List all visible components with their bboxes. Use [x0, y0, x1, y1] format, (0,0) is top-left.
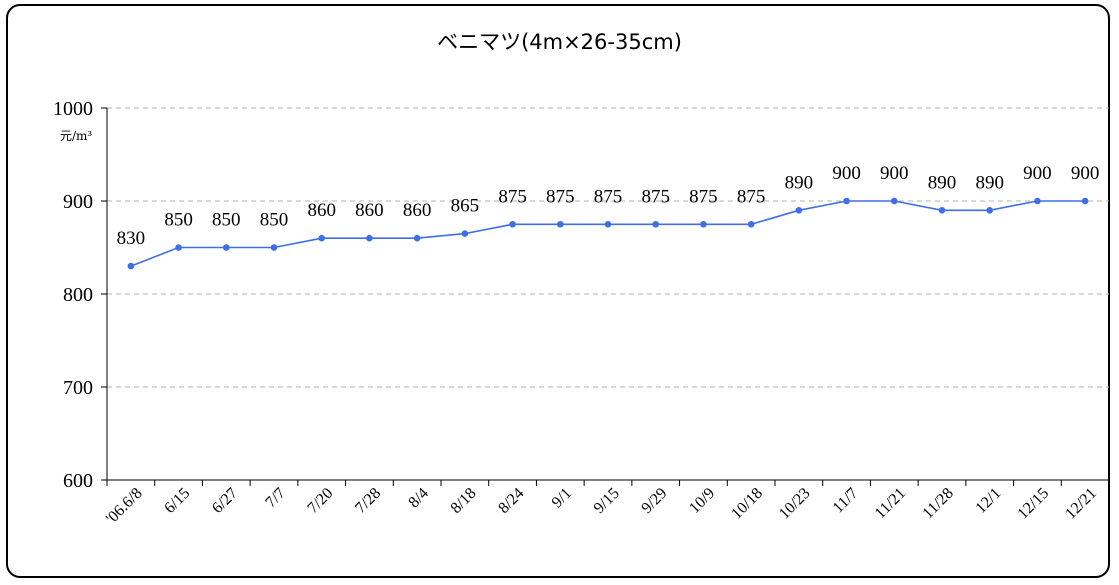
x-tick-label: 8/24 [495, 485, 527, 517]
data-label: 860 [403, 200, 432, 221]
x-tick-label: 7/7 [262, 485, 288, 511]
x-tick-label: 11/28 [919, 485, 956, 522]
data-point [795, 207, 803, 214]
data-label: 865 [451, 196, 480, 217]
data-label: 875 [498, 186, 527, 207]
data-point [556, 220, 564, 228]
data-point [986, 207, 994, 214]
data-label: 900 [1071, 163, 1100, 184]
x-tick-label: 7/28 [352, 485, 384, 517]
data-label: 875 [641, 186, 670, 207]
data-point [509, 220, 516, 228]
data-point [222, 244, 230, 251]
data-point [890, 197, 898, 205]
data-point [604, 220, 612, 228]
data-label: 860 [307, 200, 336, 221]
x-tick-label: 8/4 [405, 485, 431, 511]
x-tick-label: '06.6/8 [103, 485, 146, 528]
x-tick-label: 7/20 [304, 485, 336, 517]
chart-title: ベニマツ(4m×26-35cm) [437, 30, 682, 54]
data-label: 860 [355, 200, 384, 221]
data-label: 890 [975, 172, 1004, 193]
data-point [843, 197, 850, 205]
data-label: 875 [737, 186, 766, 207]
data-label: 875 [594, 186, 623, 207]
x-tick-label: 10/23 [776, 485, 814, 523]
data-label: 900 [880, 163, 909, 184]
data-label: 900 [1023, 163, 1052, 184]
data-point [270, 244, 278, 251]
data-point [652, 220, 660, 228]
data-point [700, 220, 707, 228]
x-tick-label: 12/15 [1014, 485, 1052, 523]
y-tick-label: 800 [63, 284, 93, 306]
data-label: 850 [212, 210, 241, 231]
data-point [366, 234, 373, 242]
x-tick-label: 9/15 [591, 485, 623, 517]
y-unit-label: 元/m³ [60, 129, 93, 143]
data-point [461, 230, 469, 237]
x-tick-label: 8/18 [448, 485, 480, 517]
data-label: 875 [689, 186, 718, 207]
data-point [1034, 197, 1041, 205]
x-tick-label: 10/9 [686, 485, 718, 517]
chart-frame [6, 4, 1110, 578]
y-tick-label: 900 [63, 191, 93, 213]
x-tick-label: 9/1 [549, 485, 575, 511]
data-point [318, 234, 326, 242]
x-tick-label: 10/18 [728, 485, 766, 523]
x-tick-label: 6/27 [209, 485, 241, 517]
y-tick-label: 600 [63, 470, 93, 492]
data-point [747, 220, 755, 228]
x-tick-label: 12/1 [972, 485, 1004, 517]
x-tick-label: 9/29 [638, 485, 670, 517]
data-point [413, 234, 421, 242]
x-tick-label: 11/21 [872, 485, 909, 522]
data-label: 890 [785, 172, 814, 193]
data-label: 890 [928, 172, 957, 193]
data-label: 830 [117, 228, 146, 249]
x-tick-label: 6/15 [161, 485, 193, 517]
data-point [938, 207, 946, 214]
data-point [1081, 197, 1089, 205]
data-label: 850 [260, 210, 289, 231]
data-label: 875 [546, 186, 575, 207]
y-tick-label: 1000 [53, 98, 93, 120]
data-label: 900 [832, 163, 861, 184]
data-label: 850 [164, 210, 193, 231]
y-tick-label: 700 [63, 377, 93, 399]
x-tick-label: 12/21 [1062, 485, 1100, 523]
data-point [175, 244, 182, 251]
data-point [127, 262, 135, 270]
x-tick-label: 11/7 [830, 485, 862, 517]
